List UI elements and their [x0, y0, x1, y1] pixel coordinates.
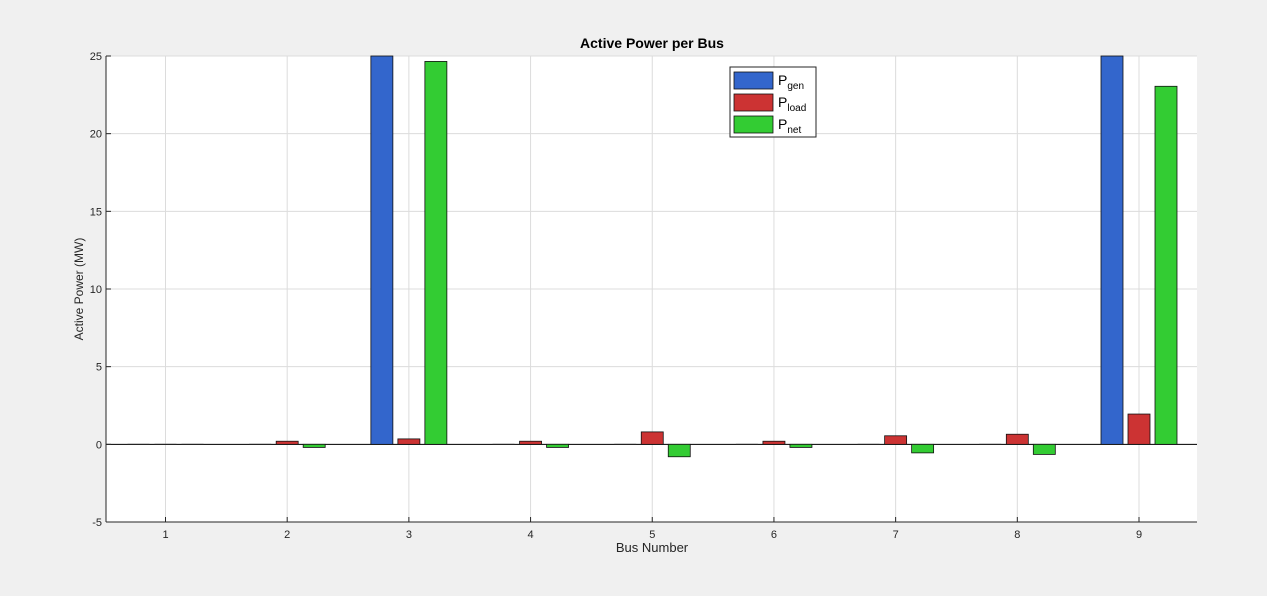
x-tick-label: 8	[1014, 529, 1020, 541]
bar-p-net	[424, 61, 448, 445]
legend-swatch-net	[733, 115, 774, 134]
bar-p-net	[1154, 85, 1178, 445]
legend-label-load: Pload	[778, 94, 806, 114]
legend-label-gen: Pgen	[778, 72, 804, 92]
y-tick-labels: -5 0 5 10 15 20 25	[90, 51, 102, 529]
legend-label-subscript: gen	[787, 81, 804, 92]
bar-p-load	[397, 438, 421, 445]
bar-p-load	[1127, 413, 1151, 445]
axes	[105, 55, 1197, 523]
x-tick-label: 7	[893, 529, 899, 541]
x-tick-label: 2	[284, 529, 290, 541]
bar-p-load	[884, 435, 908, 445]
y-tick-label: 25	[90, 51, 102, 63]
x-tick-label: 4	[528, 529, 534, 541]
bar-p-load	[275, 440, 299, 445]
x-axis-label: Bus Number	[616, 540, 689, 555]
legend-swatch-gen	[733, 71, 774, 90]
y-tick-label: 15	[90, 206, 102, 218]
legend-label-net: Pnet	[778, 116, 801, 136]
bar-p-load	[519, 440, 542, 445]
bar-series	[127, 55, 1178, 458]
legend-label-main: P	[778, 72, 787, 88]
bar-p-load	[1005, 433, 1029, 445]
bar-p-net	[789, 443, 813, 448]
legend-label-subscript: load	[787, 103, 806, 114]
y-tick-label: -5	[92, 517, 102, 529]
y-axis-label: Active Power (MW)	[72, 238, 86, 341]
bar-p-gen	[370, 55, 394, 445]
y-tick-label: 0	[96, 439, 102, 451]
bar-p-load	[762, 440, 786, 445]
y-tick-label: 20	[90, 129, 102, 141]
legend-swatch-load	[733, 93, 774, 112]
x-tick-label: 9	[1136, 529, 1142, 541]
bar-p-net	[1032, 443, 1056, 455]
bar-p-net	[546, 443, 569, 448]
bar-p-net	[667, 443, 691, 458]
y-tick-label: 5	[96, 362, 102, 374]
chart-title: Active Power per Bus	[580, 35, 724, 51]
bar-p-gen	[1100, 55, 1124, 445]
x-tick-label: 1	[162, 529, 168, 541]
x-tick-label: 5	[649, 529, 655, 541]
bar-p-net	[911, 443, 935, 454]
bar-p-net	[302, 443, 326, 448]
x-tick-label: 3	[406, 529, 412, 541]
legend-label-subscript: net	[787, 125, 801, 136]
y-tick-label: 10	[90, 284, 102, 296]
legend-label-main: P	[778, 116, 787, 132]
x-tick-label: 6	[771, 529, 777, 541]
x-tick-labels: 1 2 3 4 5 6 7 8 9	[162, 529, 1142, 541]
legend-label-main: P	[778, 94, 787, 110]
bar-p-load	[640, 431, 664, 445]
